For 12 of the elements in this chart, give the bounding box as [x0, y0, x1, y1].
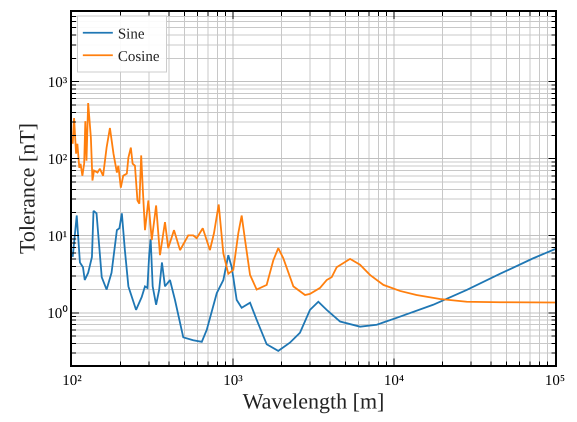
x-tick-label: 10²	[62, 372, 82, 389]
legend-label: Sine	[118, 26, 145, 43]
x-tick-label: 10³	[223, 372, 244, 389]
legend-label: Cosine	[118, 49, 160, 66]
x-tick-label: 10⁴	[384, 372, 404, 389]
y-tick-label: 10¹	[48, 228, 68, 245]
y-tick-label: 10³	[48, 74, 68, 91]
y-tick-label: 10⁰	[47, 305, 68, 322]
x-axis-title: Wavelength [m]	[242, 388, 384, 414]
y-axis-title: Tolerance [nT]	[14, 123, 40, 254]
x-tick-label: 10⁵	[544, 372, 566, 389]
y-tick-label: 10²	[48, 152, 68, 168]
